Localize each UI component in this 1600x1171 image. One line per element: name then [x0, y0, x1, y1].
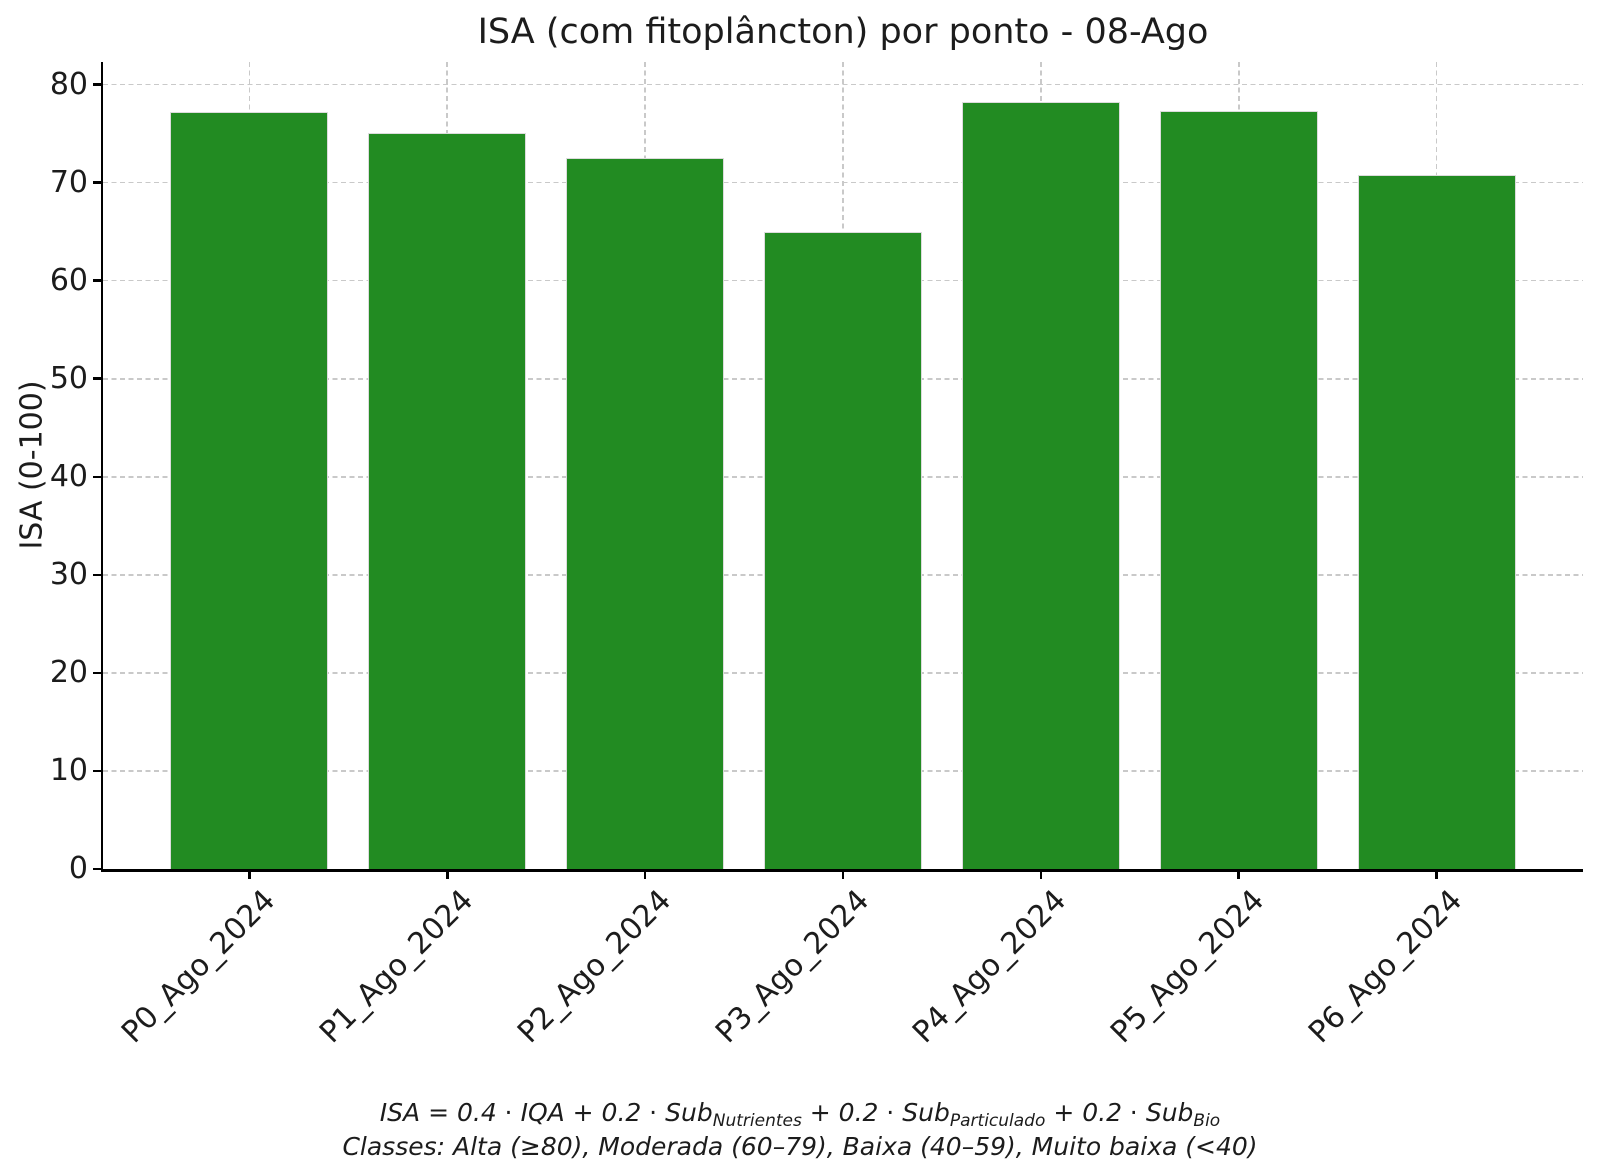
- bar: [1159, 111, 1318, 869]
- y-tick-label: 60: [49, 262, 88, 298]
- x-tick-label: P2_Ago_2024: [510, 883, 678, 1051]
- y-tick: [93, 475, 101, 479]
- bar: [368, 132, 527, 869]
- y-tick: [93, 867, 101, 871]
- bar: [764, 231, 922, 869]
- x-tick-label: P3_Ago_2024: [708, 883, 876, 1051]
- x-tick: [841, 871, 845, 879]
- bar: [566, 158, 725, 869]
- x-tick-label: P5_Ago_2024: [1104, 883, 1272, 1051]
- plot-area: 0 10 20 30 40 50 60 70 80 P0_Ago_2024 P1_Ago_2024 P…: [50, 62, 1583, 1050]
- x-tick-label: P1_Ago_2024: [312, 883, 481, 1051]
- y-axis-label: ISA (0-100): [14, 380, 50, 550]
- bar: [170, 112, 329, 869]
- y-tick-label: 80: [49, 66, 88, 102]
- formula-subscript: Bio: [1193, 1110, 1221, 1131]
- y-tick-label: 10: [49, 752, 88, 788]
- y-tick-label: 20: [49, 654, 88, 690]
- y-tick-label: 70: [49, 164, 88, 200]
- y-tick: [93, 83, 101, 86]
- formula-text: + 0.2 ⋅ Sub: [1045, 1098, 1194, 1127]
- x-tick: [1237, 871, 1240, 879]
- formula-subscript: Particulado: [949, 1110, 1046, 1131]
- y-tick-label: 0: [68, 850, 88, 886]
- y-tick: [93, 279, 101, 282]
- x-tick: [643, 871, 647, 879]
- formula-text: + 0.2 ⋅ Sub: [801, 1098, 950, 1127]
- y-tick-label: 50: [49, 360, 88, 396]
- x-tick-label: P4_Ago_2024: [906, 883, 1074, 1051]
- formula-note: ISA = 0.4 ⋅ IQA + 0.2 ⋅ SubNutrientes + …: [0, 1096, 1600, 1130]
- y-axis-spine: [100, 62, 103, 872]
- x-axis-spine: [100, 869, 1583, 872]
- y-tick-label: 40: [49, 458, 88, 494]
- y-tick: [93, 671, 101, 675]
- footer-notes: ISA = 0.4 ⋅ IQA + 0.2 ⋅ SubNutrientes + …: [0, 1096, 1600, 1164]
- y-tick: [93, 181, 101, 184]
- chart-title: ISA (com fitoplâncton) por ponto - 08-Ag…: [477, 12, 1209, 52]
- x-tick: [1435, 871, 1438, 879]
- x-tick: [446, 871, 449, 879]
- y-tick: [93, 769, 101, 773]
- x-tick-label: P6_Ago_2024: [1302, 883, 1470, 1051]
- x-tick: [248, 871, 251, 879]
- bar: [961, 102, 1120, 869]
- y-tick-label: 30: [49, 556, 88, 592]
- x-tick: [1039, 871, 1043, 879]
- y-tick: [93, 377, 101, 380]
- bar: [1357, 174, 1516, 869]
- formula-subscript: Nutrientes: [712, 1110, 802, 1131]
- formula-text: ISA = 0.4 ⋅ IQA + 0.2 ⋅ Sub: [379, 1098, 713, 1127]
- y-tick: [93, 573, 101, 577]
- classes-note: Classes: Alta (≥80), Moderada (60–79), B…: [342, 1132, 1258, 1161]
- x-tick-label: P0_Ago_2024: [114, 883, 283, 1051]
